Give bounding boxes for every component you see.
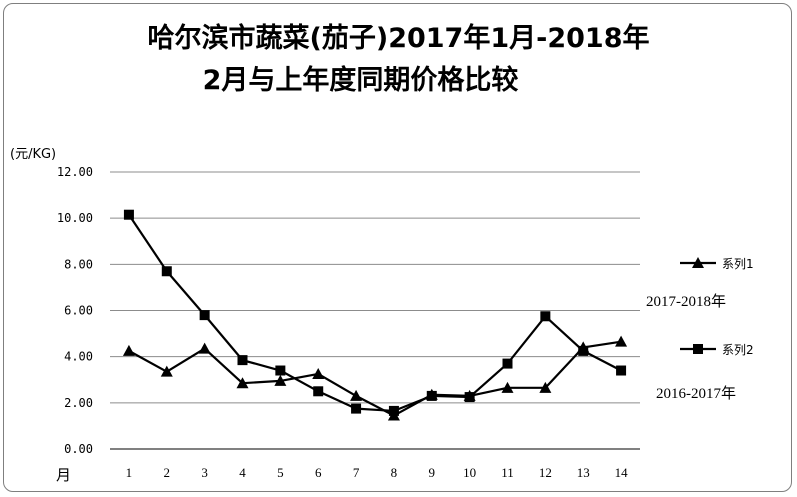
x-tick-label: 12 — [539, 465, 552, 480]
data-point-triangle — [615, 335, 628, 347]
legend-marker-triangle — [692, 257, 704, 268]
data-point-triangle — [539, 381, 552, 393]
data-point-square — [578, 345, 589, 356]
data-point-square — [199, 310, 210, 321]
y-tick-label: 8.00 — [64, 257, 93, 271]
series-annotation: 2017-2018年 — [646, 293, 726, 310]
y-tick-label: 4.00 — [64, 350, 93, 364]
series-line-1 — [128, 340, 622, 417]
chart-title-line2: 2月与上年度同期价格比较 — [202, 65, 519, 96]
legend-label: 系列2 — [722, 343, 754, 357]
x-tick-label: 3 — [201, 465, 208, 480]
data-point-square — [161, 266, 172, 277]
data-point-square — [616, 365, 627, 376]
x-tick-label: 4 — [239, 465, 246, 480]
data-point-triangle — [236, 377, 249, 389]
data-point-square — [123, 209, 134, 220]
data-point-triangle — [160, 365, 173, 377]
data-point-triangle — [350, 389, 363, 401]
x-axis-unit-label: 月 — [56, 466, 71, 484]
data-point-square — [275, 365, 286, 376]
chart-title-line1: 哈尔滨市蔬菜(茄子)2017年1月-2018年 — [147, 23, 650, 54]
y-tick-label: 2.00 — [64, 396, 93, 410]
y-tick-label: 12.00 — [57, 165, 93, 179]
x-tick-label: 6 — [315, 465, 322, 480]
x-tick-label: 2 — [164, 465, 171, 480]
y-tick-label: 6.00 — [64, 304, 93, 318]
x-tick-label: 1 — [126, 465, 133, 480]
x-tick-label: 14 — [615, 465, 629, 480]
legend-marker-square — [693, 344, 703, 354]
data-point-square — [426, 390, 437, 401]
data-point-triangle — [274, 374, 287, 386]
data-point-triangle — [122, 344, 135, 356]
x-tick-label: 9 — [429, 465, 436, 480]
x-tick-label: 5 — [277, 465, 284, 480]
data-point-square — [351, 403, 362, 414]
x-tick-label: 7 — [353, 465, 360, 480]
data-point-square — [313, 386, 324, 397]
y-tick-label: 0.00 — [64, 442, 93, 456]
x-tick-label: 10 — [463, 465, 476, 480]
y-axis-unit-label: (元/KG) — [10, 147, 56, 162]
data-point-triangle — [312, 367, 325, 379]
data-point-square — [464, 392, 475, 403]
series-line-2 — [128, 214, 622, 413]
data-point-square — [237, 355, 248, 366]
data-point-square — [540, 311, 551, 322]
data-point-square — [388, 405, 399, 416]
data-point-square — [502, 358, 513, 369]
x-tick-label: 11 — [501, 465, 514, 480]
x-tick-label: 13 — [577, 465, 590, 480]
data-point-triangle — [501, 381, 514, 393]
y-tick-label: 10.00 — [57, 211, 93, 225]
legend-label: 系列1 — [722, 257, 754, 271]
series-annotation: 2016-2017年 — [656, 385, 736, 402]
x-tick-label: 8 — [391, 465, 398, 480]
data-point-triangle — [198, 342, 211, 354]
